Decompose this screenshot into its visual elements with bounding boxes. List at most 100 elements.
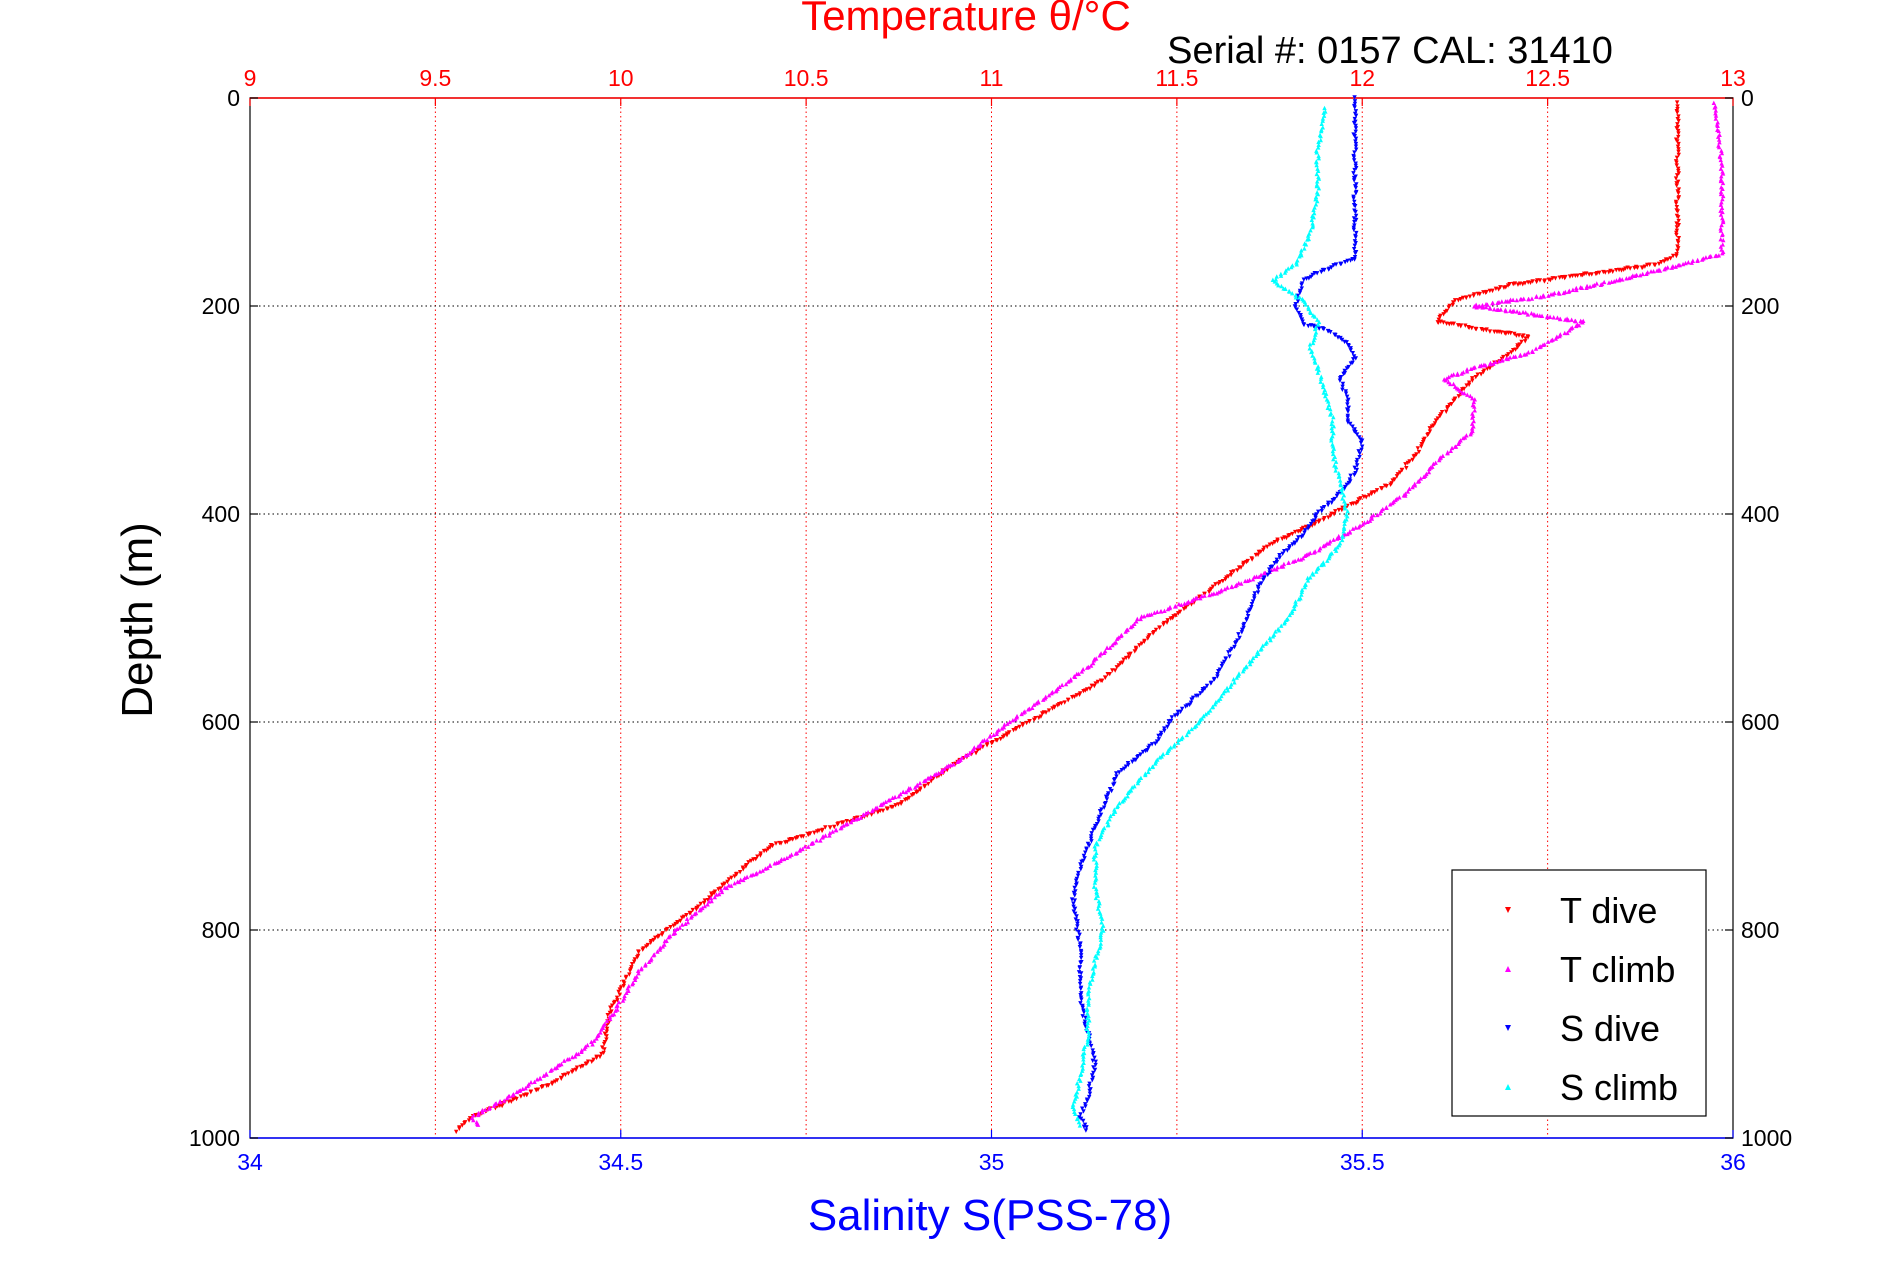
data-point [1196, 720, 1201, 726]
data-point [1351, 246, 1357, 252]
data-point [1096, 816, 1101, 822]
data-point [1333, 464, 1339, 470]
data-point [627, 972, 632, 977]
legend-marker [1505, 966, 1511, 972]
data-point [820, 835, 825, 840]
data-point [1405, 489, 1411, 494]
data-point [1095, 679, 1101, 685]
data-point [1718, 244, 1724, 249]
x-axis-label: Salinity S(PSS-78) [808, 1191, 1172, 1240]
data-point [1348, 421, 1353, 427]
data-point [554, 1078, 560, 1083]
data-point [1339, 537, 1345, 543]
right-tick-label: 400 [1741, 501, 1779, 527]
data-point [1202, 593, 1207, 598]
top-tick-label: 11.5 [1155, 65, 1198, 91]
data-point [622, 993, 627, 999]
data-point [1316, 547, 1322, 553]
data-point [1114, 771, 1119, 776]
data-point [767, 863, 773, 868]
data-point [609, 1012, 615, 1018]
data-point [1261, 545, 1267, 550]
data-point [1676, 118, 1681, 124]
data-point [1311, 550, 1317, 555]
data-point [1103, 794, 1109, 800]
data-point [1089, 831, 1094, 836]
data-point [549, 1081, 555, 1087]
data-point [1348, 258, 1353, 263]
data-point [1089, 683, 1094, 689]
data-point [772, 861, 777, 866]
data-point [869, 812, 874, 817]
data-point [1132, 621, 1137, 627]
data-point [1121, 657, 1126, 662]
data-point [660, 944, 666, 949]
data-point [1578, 273, 1584, 278]
data-point [1111, 811, 1116, 816]
data-point [1010, 717, 1016, 723]
data-point [1179, 736, 1184, 742]
data-point [858, 815, 864, 820]
data-point [1120, 799, 1125, 804]
data-point [1267, 567, 1272, 572]
right-tick-label: 200 [1741, 293, 1779, 319]
data-point [1611, 279, 1617, 284]
data-point [1427, 466, 1432, 472]
data-point [1713, 113, 1719, 118]
data-point [1049, 690, 1054, 696]
data-point [1652, 262, 1657, 267]
data-point [1328, 406, 1333, 412]
data-point [1204, 683, 1210, 689]
data-point [1425, 432, 1430, 438]
data-point [1330, 451, 1336, 457]
data-point [1112, 640, 1117, 646]
data-point [1345, 258, 1350, 264]
data-point [1497, 358, 1502, 364]
data-point [1311, 572, 1316, 577]
data-point [1321, 327, 1327, 332]
data-point [1098, 934, 1103, 940]
data-point [1287, 289, 1292, 294]
data-point [939, 769, 945, 775]
data-point [1157, 625, 1162, 630]
data-point [1293, 599, 1298, 604]
data-point [1076, 1083, 1081, 1089]
data-point [1255, 651, 1261, 657]
data-point [1165, 606, 1171, 612]
data-point [1503, 308, 1509, 314]
data-point [1351, 175, 1357, 181]
data-point [1268, 565, 1273, 570]
data-point [1384, 505, 1389, 510]
data-point [457, 1126, 462, 1131]
data-point [1488, 306, 1493, 311]
data-point [1344, 366, 1350, 371]
data-point [1352, 472, 1357, 478]
data-point [1345, 409, 1351, 414]
data-point [1289, 610, 1295, 615]
data-point [1374, 488, 1380, 493]
data-point [528, 1079, 534, 1085]
data-point [1319, 506, 1325, 511]
data-point [1263, 641, 1268, 646]
data-point [1498, 307, 1504, 312]
data-point [1411, 454, 1416, 459]
data-point [1096, 903, 1101, 908]
data-point [1309, 217, 1314, 222]
data-point [1085, 1020, 1090, 1025]
data-point [589, 1059, 594, 1065]
data-point [1175, 709, 1181, 715]
data-point [630, 981, 635, 987]
data-point [720, 883, 725, 888]
data-point [1078, 1078, 1083, 1083]
data-point [679, 922, 685, 927]
data-point [786, 837, 792, 843]
data-point [1475, 372, 1480, 377]
data-point [987, 734, 993, 739]
data-point [1442, 309, 1448, 315]
data-point [1076, 870, 1081, 876]
data-point [1490, 300, 1495, 306]
data-point [1046, 708, 1052, 713]
data-point [565, 1057, 570, 1062]
data-point [1114, 665, 1120, 670]
data-point [1535, 312, 1540, 318]
